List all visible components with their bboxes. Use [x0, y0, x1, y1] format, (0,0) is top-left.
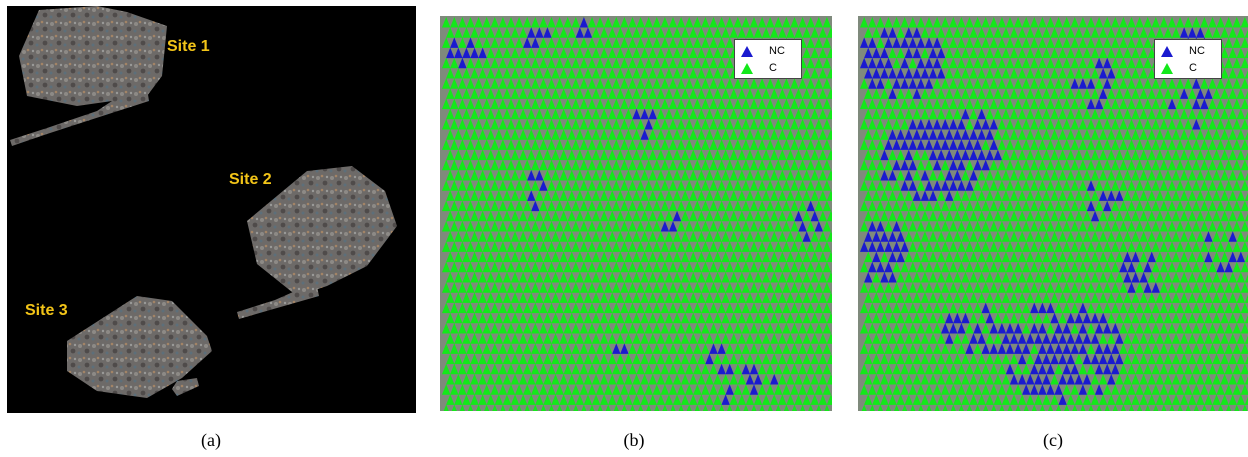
caption-b: (b) [623, 430, 645, 450]
legend-item-nc: NC [741, 43, 785, 59]
legend-b: NC C [734, 39, 802, 79]
classification-map-b: NC C [440, 16, 832, 411]
triangle-icon [1161, 62, 1173, 74]
legend-item-nc: NC [1161, 43, 1205, 59]
legend-c: NC C [1154, 39, 1222, 79]
triangle-icon [741, 62, 753, 74]
legend-label-nc: NC [769, 45, 785, 57]
marker-grid-c [858, 16, 1248, 411]
aerial-sites-image [10, 6, 397, 398]
site-2-label: Site 2 [229, 171, 272, 188]
classification-map-c: NC C [858, 16, 1248, 411]
triangle-icon [741, 45, 753, 57]
legend-label-nc: NC [1189, 45, 1205, 57]
legend-label-c: C [769, 62, 777, 74]
legend-item-c: C [1161, 60, 1197, 76]
legend-label-c: C [1189, 62, 1197, 74]
caption-c: (c) [1043, 430, 1063, 450]
marker-grid-b [440, 16, 832, 411]
site-3-label: Site 3 [25, 302, 68, 319]
triangle-icon [1161, 45, 1173, 57]
site-3-area [67, 296, 212, 398]
aerial-image-panel: Site 1 Site 2 Site 3 [7, 6, 416, 413]
site-1-area [10, 6, 167, 146]
site-2-area [237, 166, 397, 319]
legend-item-c: C [741, 60, 777, 76]
caption-a: (a) [201, 430, 221, 450]
site-1-label: Site 1 [167, 38, 210, 55]
